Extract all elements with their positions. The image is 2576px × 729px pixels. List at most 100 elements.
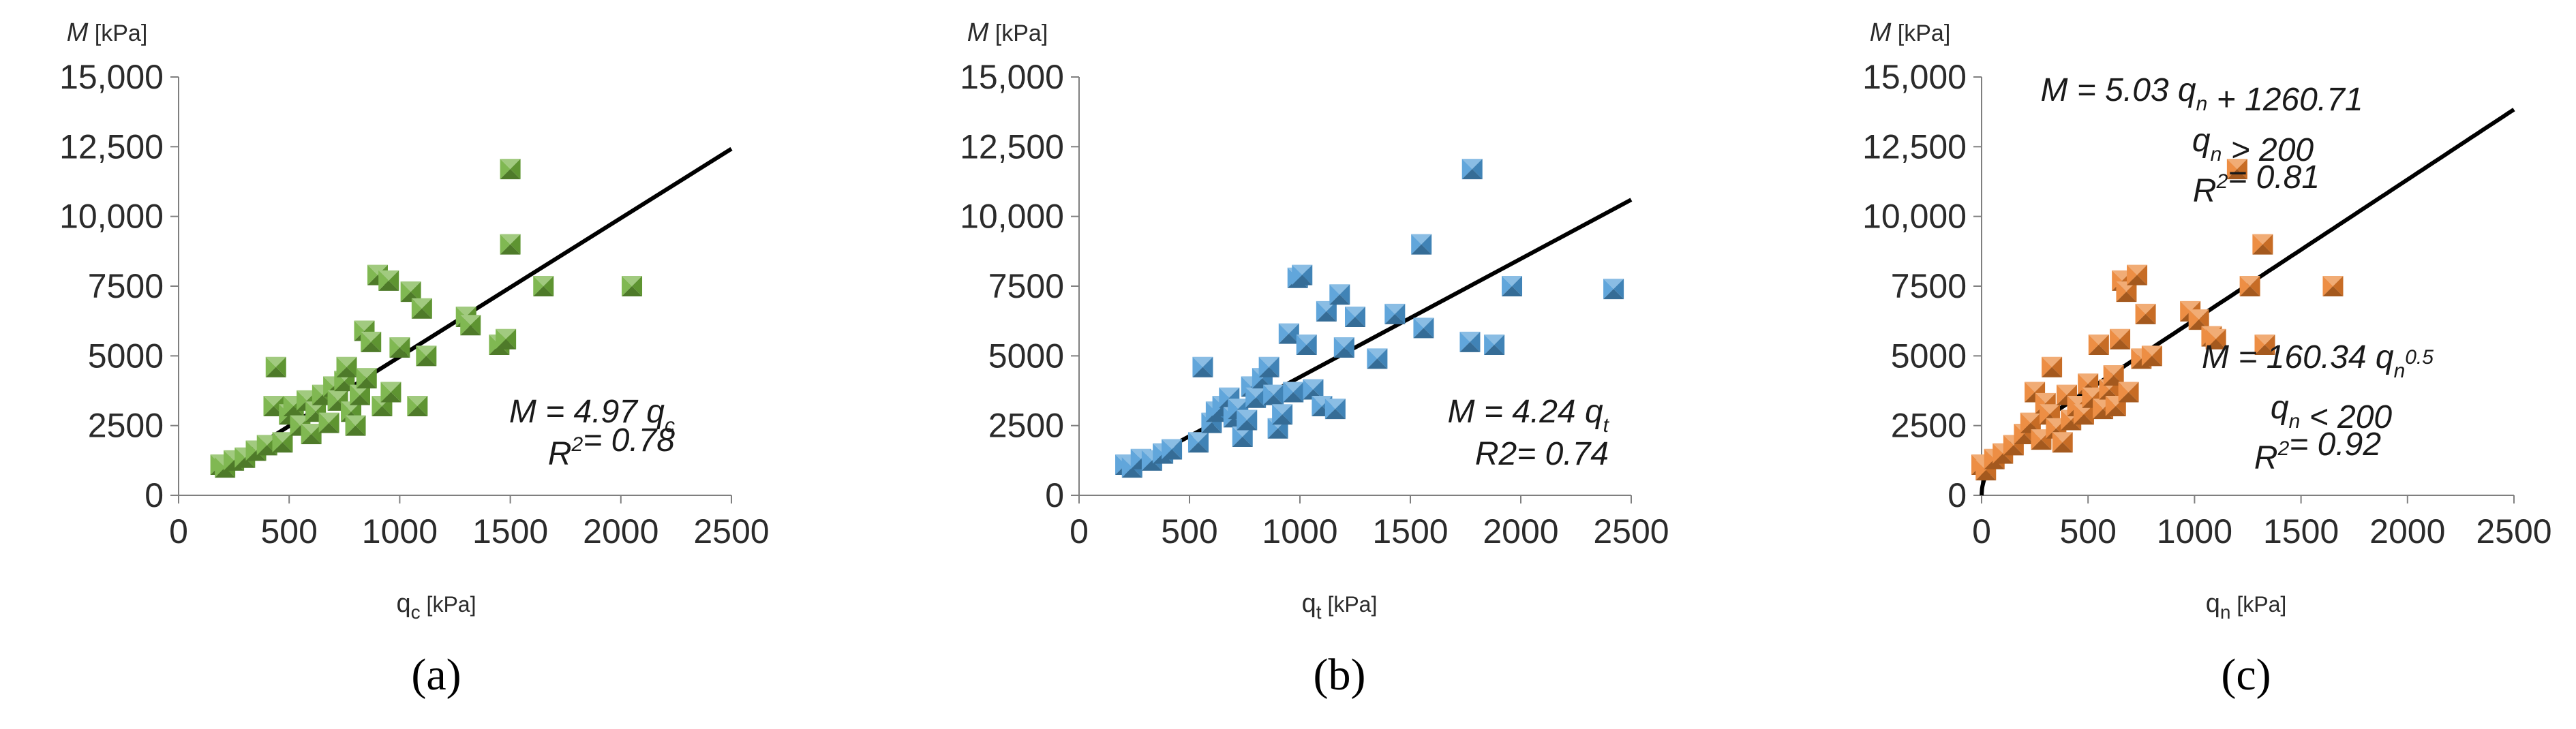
data-point [2135, 303, 2156, 324]
data-point [416, 345, 437, 367]
data-point [1413, 317, 1434, 339]
data-point [336, 356, 357, 377]
y-tick-label: 15,000 [59, 58, 164, 96]
y-tick-label: 10,000 [960, 198, 1064, 236]
data-point [500, 234, 521, 255]
data-point [1278, 323, 1299, 344]
data-point [2239, 276, 2260, 296]
y-tick-label: 2500 [88, 407, 164, 445]
x-tick-label: 2000 [583, 512, 658, 550]
y-tick-label: 0 [1948, 476, 1967, 514]
equation-text-lower: M = 160.34 qn0.5 [2202, 339, 2434, 382]
data-point [2042, 356, 2063, 377]
data-point [407, 396, 428, 417]
data-point [1192, 356, 1213, 377]
x-tick-label: 1500 [472, 512, 548, 550]
y-tick-label: 7500 [988, 267, 1064, 305]
x-axis-title: qc [kPa] [397, 589, 476, 623]
data-point [2141, 345, 2162, 367]
data-point [2052, 432, 2073, 453]
data-point [265, 356, 286, 377]
data-point [2254, 334, 2275, 355]
x-tick-label: 2000 [1483, 512, 1558, 550]
data-point [2322, 276, 2344, 296]
x-tick-label: 2000 [2369, 512, 2445, 550]
x-tick-label: 2500 [693, 512, 769, 550]
data-point [1162, 439, 1183, 460]
y-tick-label: 2500 [988, 407, 1064, 445]
y-tick-label: 5000 [988, 337, 1064, 375]
equation-text: M = 4.24 qt [1448, 394, 1610, 437]
x-tick-label: 1000 [362, 512, 438, 550]
data-point [2110, 328, 2131, 350]
y-tick-label: 0 [145, 476, 164, 514]
data-point [411, 298, 432, 319]
data-point [361, 331, 382, 352]
x-tick-label: 0 [169, 512, 188, 550]
y-tick-label: 15,000 [960, 58, 1064, 96]
x-tick-label: 500 [2059, 512, 2116, 550]
data-point [622, 276, 643, 296]
data-point [1333, 337, 1354, 358]
equation-text-lower: R2= 0.92 [2254, 426, 2381, 476]
data-point [2116, 281, 2137, 303]
data-point [1283, 382, 1304, 403]
panel-label: (a) [411, 650, 461, 700]
y-tick-label: 12,500 [1862, 127, 1967, 166]
data-point [378, 270, 399, 291]
data-point [380, 382, 401, 403]
data-point [1461, 159, 1483, 180]
data-point [345, 415, 366, 436]
y-axis-title: M [kPa] [1870, 18, 1951, 47]
y-tick-label: 5000 [1891, 337, 1967, 375]
data-point [2226, 159, 2247, 180]
data-point [1316, 300, 1337, 322]
data-point [1258, 356, 1279, 377]
data-point [533, 276, 554, 296]
y-tick-label: 7500 [88, 267, 164, 305]
y-tick-label: 12,500 [59, 127, 164, 166]
y-axis-title: M [kPa] [67, 18, 148, 47]
data-point [1367, 348, 1388, 369]
x-tick-label: 0 [1972, 512, 1991, 550]
x-tick-label: 1500 [2263, 512, 2339, 550]
x-axis-title: qn [kPa] [2206, 589, 2287, 623]
x-tick-label: 500 [260, 512, 317, 550]
data-point [2205, 328, 2226, 350]
data-point [2025, 382, 2046, 403]
data-point [2127, 264, 2148, 285]
chart-panel-3: 0 2500 5000 7500 10,000 12,500 15,000 0 500 1000 1… [1862, 18, 2552, 700]
equation-text-upper: R2= 0.81 [2193, 159, 2320, 209]
equation-text: R2= 0.74 [1475, 436, 1609, 472]
data-point [500, 159, 521, 180]
data-point [318, 412, 339, 433]
data-point [1345, 307, 1365, 328]
data-point [389, 337, 410, 358]
y-tick-label: 10,000 [59, 198, 164, 236]
data-point [1329, 284, 1350, 305]
chart-panel-1: 0 2500 5000 7500 10,000 12,500 15,000 0 500 1000 1… [59, 18, 770, 700]
panel-label: (b) [1314, 650, 1366, 700]
data-point [1296, 334, 1317, 355]
data-point [1384, 303, 1406, 324]
data-point [2118, 382, 2139, 403]
data-point [1502, 276, 1523, 296]
y-tick-label: 7500 [1891, 267, 1967, 305]
x-axis-title: qt [kPa] [1302, 589, 1378, 623]
data-point [1411, 234, 1432, 255]
data-point [356, 368, 377, 389]
data-point [1324, 399, 1346, 420]
chart-panel-2: 0 2500 5000 7500 10,000 12,500 15,000 0 500 1000 1… [960, 18, 1669, 700]
x-tick-label: 2500 [1593, 512, 1669, 550]
data-point [1484, 334, 1505, 355]
data-point [1272, 404, 1293, 425]
data-point [460, 315, 481, 336]
data-point [2088, 334, 2109, 355]
y-axis-title: M [kPa] [967, 18, 1048, 47]
data-point [1263, 384, 1284, 405]
x-tick-label: 0 [1070, 512, 1089, 550]
data-point [1603, 279, 1624, 300]
x-tick-label: 1000 [1262, 512, 1337, 550]
equation-text-upper: M = 5.03 qn + 1260.71 [2040, 72, 2363, 118]
